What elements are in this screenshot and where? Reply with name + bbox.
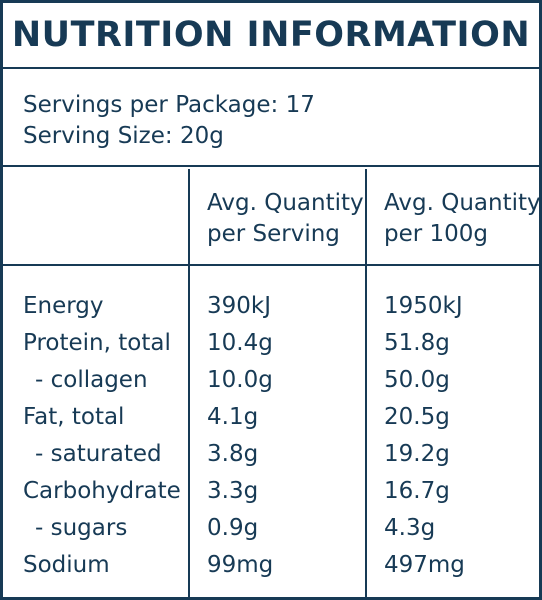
serving-size: Serving Size: 20g <box>23 123 224 149</box>
nutrient-row-sugars: - sugars 0.9g 4.3g <box>3 510 539 547</box>
per-100g-value: 19.2g <box>384 441 450 467</box>
per-100g-value: 1950kJ <box>384 293 463 319</box>
nutrient-row-protein: Protein, total 10.4g 51.8g <box>3 325 539 362</box>
column-divider <box>365 169 367 597</box>
nutrient-name: - collagen <box>35 367 148 393</box>
nutrient-name: - saturated <box>35 441 162 467</box>
nutrient-row-sodium: Sodium 99mg 497mg <box>3 547 539 584</box>
per-serving-value: 3.8g <box>207 441 259 467</box>
header-per-100g-line1: Avg. Quantity <box>384 190 541 216</box>
servings-per-package: Servings per Package: 17 <box>23 92 315 118</box>
header-per-100g-line2: per 100g <box>384 221 489 247</box>
nutrient-name: Carbohydrate <box>23 478 181 504</box>
per-100g-value: 51.8g <box>384 330 450 356</box>
per-serving-value: 3.3g <box>207 478 259 504</box>
nutrient-name: Sodium <box>23 552 110 578</box>
per-100g-value: 20.5g <box>384 404 450 430</box>
nutrient-name: Fat, total <box>23 404 125 430</box>
per-serving-value: 0.9g <box>207 515 259 541</box>
per-100g-value: 497mg <box>384 552 465 578</box>
panel-title: NUTRITION INFORMATION <box>11 14 531 55</box>
column-divider <box>188 169 190 597</box>
nutrient-rows: Energy 390kJ 1950kJ Protein, total 10.4g… <box>3 288 539 584</box>
nutrient-row-saturated: - saturated 3.8g 19.2g <box>3 436 539 473</box>
nutrient-name: - sugars <box>35 515 128 541</box>
nutrient-name: Energy <box>23 293 104 319</box>
per-100g-value: 4.3g <box>384 515 436 541</box>
per-100g-value: 16.7g <box>384 478 450 504</box>
servings-block: Servings per Package: 17 Serving Size: 2… <box>3 69 539 167</box>
header-per-serving: Avg. Quantity per Serving <box>188 169 365 266</box>
per-serving-value: 99mg <box>207 552 274 578</box>
nutrient-row-energy: Energy 390kJ 1950kJ <box>3 288 539 325</box>
nutrient-name: Protein, total <box>23 330 171 356</box>
per-100g-value: 50.0g <box>384 367 450 393</box>
per-serving-value: 390kJ <box>207 293 272 319</box>
per-serving-value: 10.0g <box>207 367 273 393</box>
header-per-100g: Avg. Quantity per 100g <box>365 169 541 266</box>
nutrient-row-fat: Fat, total 4.1g 20.5g <box>3 399 539 436</box>
header-per-serving-line1: Avg. Quantity <box>207 190 364 216</box>
nutrient-row-collagen: - collagen 10.0g 50.0g <box>3 362 539 399</box>
header-blank-cell <box>3 169 188 266</box>
title-row: NUTRITION INFORMATION <box>3 3 539 69</box>
per-serving-value: 4.1g <box>207 404 259 430</box>
header-per-serving-line2: per Serving <box>207 221 340 247</box>
per-serving-value: 10.4g <box>207 330 273 356</box>
nutrient-row-carbohydrate: Carbohydrate 3.3g 16.7g <box>3 473 539 510</box>
